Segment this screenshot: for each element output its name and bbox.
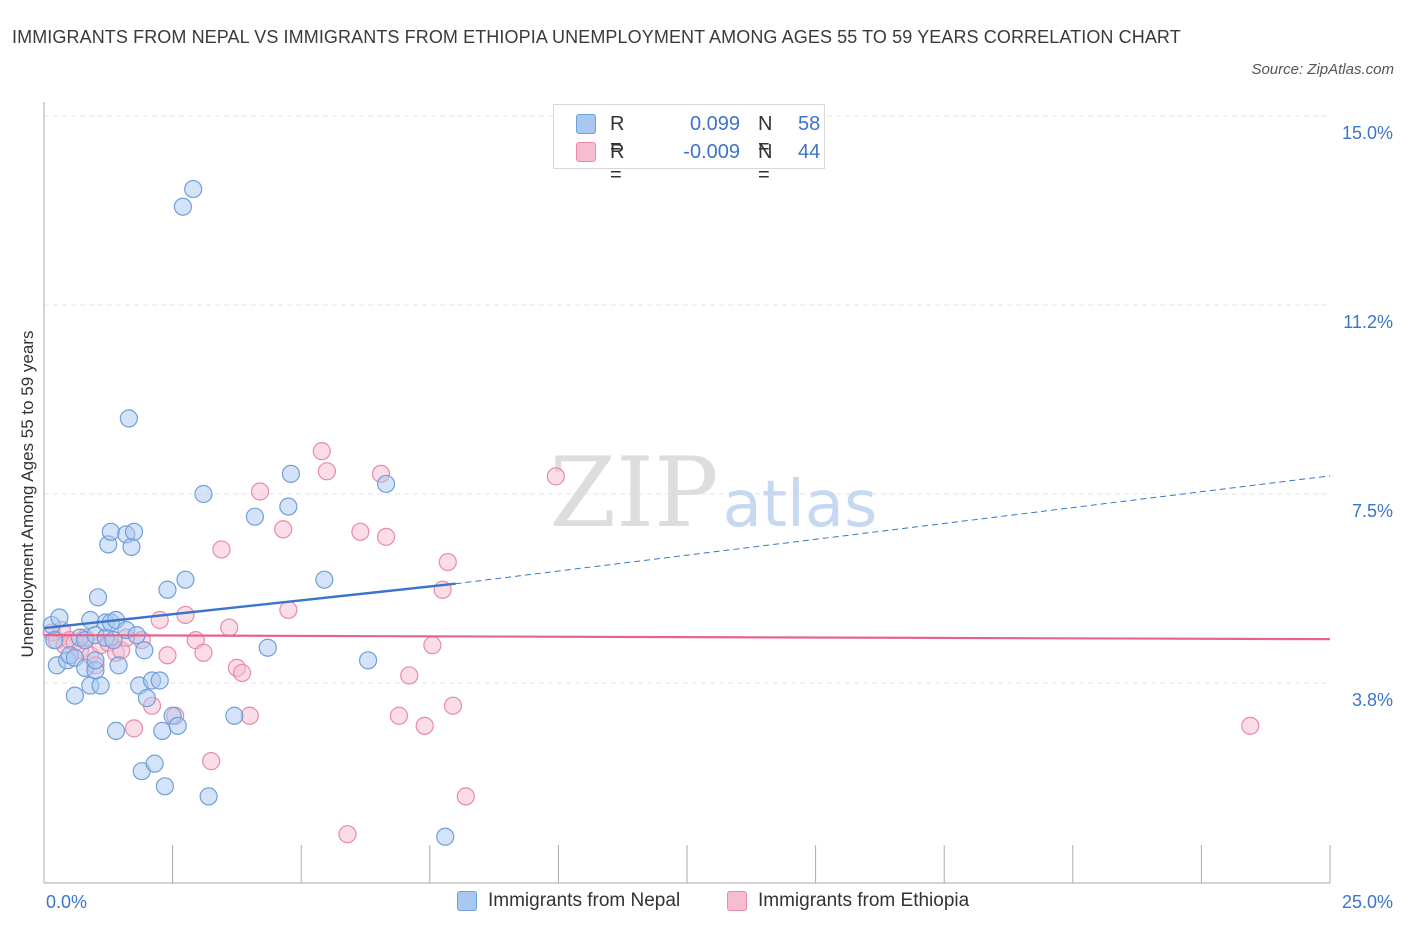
nepal-point-11 (81, 610, 100, 630)
ethiopia-point-28 (232, 663, 252, 683)
ethiopia-point-41 (415, 716, 434, 735)
correlation-legend: R = 0.099 N = 58 R = -0.009 N = 44 (553, 104, 825, 186)
nepal-point-47 (184, 179, 203, 199)
ethiopia-swatch (576, 142, 596, 162)
ethiopia-n-label: N = (758, 141, 773, 186)
ethiopia-point-38 (376, 527, 396, 546)
ethiopia-point-36 (351, 522, 370, 541)
nepal-legend-label: Immigrants from Nepal (488, 890, 681, 911)
watermark-atlas: atlas (723, 468, 878, 542)
nepal-point-52 (258, 638, 277, 657)
source-credit: Source: ZipAtlas.com (1251, 61, 1394, 78)
ethiopia-point-44 (438, 552, 457, 572)
nepal-point-22 (101, 522, 120, 541)
ethiopia-point-24 (202, 752, 221, 771)
ethiopia-trend-line (43, 634, 1331, 641)
ethiopia-point-32 (279, 600, 298, 620)
nepal-legend-swatch (457, 891, 477, 911)
nepal-swatch (576, 114, 596, 134)
nepal-point-45 (173, 197, 192, 216)
tick-labels: 15.0% 11.2% 7.5% 3.8% 0.0% 25.0% (46, 123, 1393, 912)
ethiopia-point-30 (250, 482, 270, 501)
y-tick-label-1: 11.2% (1343, 312, 1393, 332)
nepal-point-48 (194, 484, 213, 504)
gridlines (44, 115, 1330, 684)
ethiopia-point-23 (194, 643, 213, 662)
nepal-trend-extension (455, 475, 1331, 585)
ethiopia-point-46 (456, 787, 475, 806)
ethiopia-point-45 (443, 696, 463, 715)
nepal-point-7 (65, 686, 84, 705)
ethiopia-point-19 (158, 646, 177, 665)
ethiopia-point-39 (389, 706, 409, 725)
nepal-r-value: 0.099 (689, 113, 740, 135)
nepal-point-31 (124, 522, 144, 541)
nepal-r-label: R = (610, 113, 625, 158)
y-axis-label: Unemployment Among Ages 55 to 59 years (18, 331, 37, 658)
chart-title: IMMIGRANTS FROM NEPAL VS IMMIGRANTS FROM… (12, 27, 1181, 47)
nepal-point-24 (106, 721, 126, 740)
ethiopia-n-value: 44 (798, 141, 821, 163)
nepal-point-18 (88, 588, 108, 607)
watermark-zip: ZIP (549, 437, 718, 549)
trend-lines (43, 475, 1331, 641)
nepal-point-29 (119, 409, 138, 428)
ethiopia-point-21 (176, 605, 195, 625)
nepal-trend-line (43, 582, 456, 630)
ethiopia-point-26 (220, 618, 239, 637)
nepal-point-26 (109, 656, 128, 675)
ethiopia-legend-label: Immigrants from Ethiopia (758, 890, 970, 911)
nepal-point-55 (315, 570, 334, 589)
nepal-n-label: N = (758, 113, 773, 158)
ethiopia-point-25 (212, 540, 231, 559)
nepal-point-57 (376, 474, 396, 494)
ethiopia-point-15 (124, 719, 144, 738)
y-tick-label-0: 15.0% (1342, 123, 1393, 143)
y-tick-label-3: 3.8% (1352, 690, 1393, 710)
nepal-point-39 (150, 671, 169, 690)
x-tick-label-max: 25.0% (1342, 892, 1393, 912)
ethiopia-point-48 (1241, 716, 1260, 735)
nepal-point-35 (135, 641, 154, 660)
watermark: ZIP atlas (549, 437, 877, 549)
nepal-n-value: 58 (798, 113, 821, 135)
nepal-point-51 (245, 507, 265, 526)
nepal-point-3 (50, 608, 69, 627)
nepal-point-38 (145, 754, 164, 773)
ethiopia-point-42 (423, 636, 442, 655)
ethiopia-point-34 (317, 462, 337, 481)
nepal-point-56 (358, 651, 378, 670)
nepal-point-14 (91, 676, 110, 695)
nepal-point-54 (281, 464, 301, 483)
nepal-point-36 (137, 689, 156, 708)
nepal-point-40 (153, 721, 172, 740)
nepal-point-49 (199, 787, 218, 806)
nepal-points (42, 179, 455, 846)
nepal-point-46 (176, 570, 195, 589)
ethiopia-point-33 (312, 442, 331, 461)
nepal-point-50 (225, 706, 244, 725)
nepal-point-41 (155, 777, 174, 796)
ethiopia-point-29 (240, 706, 259, 725)
nepal-point-17 (86, 651, 105, 670)
ethiopia-r-label: R = (610, 141, 625, 186)
nepal-point-53 (279, 497, 298, 516)
x-tick-label-min: 0.0% (46, 892, 87, 912)
ethiopia-legend-swatch (727, 891, 747, 911)
nepal-point-42 (158, 580, 177, 599)
ethiopia-point-31 (274, 520, 293, 539)
ethiopia-point-47 (546, 467, 565, 486)
nepal-point-30 (122, 537, 141, 557)
y-tick-label-2: 7.5% (1352, 501, 1393, 521)
ethiopia-r-value: -0.009 (683, 141, 740, 163)
nepal-point-58 (436, 827, 455, 846)
ethiopia-point-35 (338, 825, 357, 844)
nepal-point-44 (168, 716, 187, 735)
axes: Unemployment Among Ages 55 to 59 years (18, 102, 1331, 884)
ethiopia-point-40 (400, 666, 419, 685)
